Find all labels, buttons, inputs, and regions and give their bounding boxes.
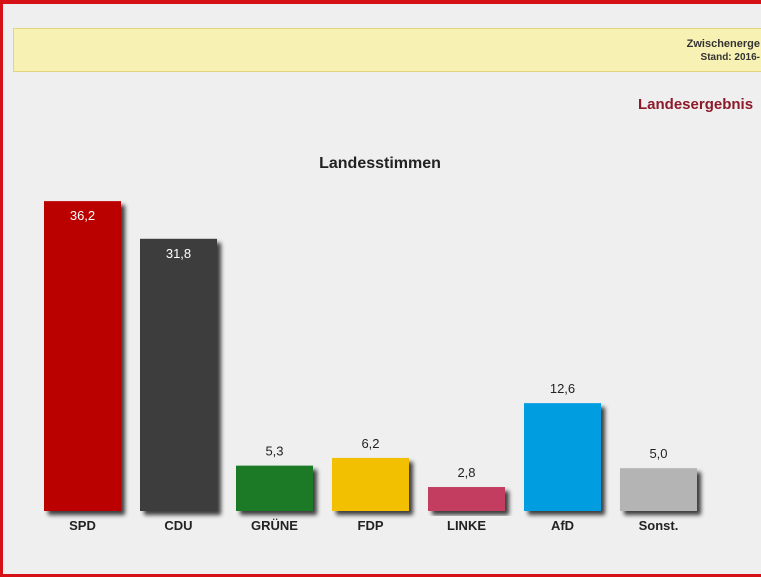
bar-spd bbox=[44, 201, 121, 512]
category-label-grne: GRÜNE bbox=[251, 518, 298, 533]
value-label-spd: 36,2 bbox=[70, 208, 95, 223]
bar-cdu bbox=[140, 238, 217, 512]
bar-grne bbox=[236, 465, 313, 511]
category-label-cdu: CDU bbox=[164, 518, 192, 533]
bar-fdp bbox=[332, 457, 409, 511]
value-label-fdp: 6,2 bbox=[361, 436, 379, 451]
value-label-grne: 5,3 bbox=[265, 444, 283, 459]
bar-afd bbox=[524, 403, 601, 511]
category-label-spd: SPD bbox=[69, 518, 96, 533]
category-label-afd: AfD bbox=[551, 518, 574, 533]
category-label-fdp: FDP bbox=[358, 518, 384, 533]
value-label-afd: 12,6 bbox=[550, 381, 575, 396]
region-title: Landesergebnis bbox=[638, 96, 754, 113]
bar-linke bbox=[428, 487, 505, 511]
category-label-linke: LINKE bbox=[447, 518, 486, 533]
notice-line-1: Zwischenerge bbox=[686, 38, 760, 50]
interim-result-notice: Zwischenerge Stand: 2016- bbox=[13, 28, 761, 72]
notice-line-2: Stand: 2016- bbox=[700, 52, 760, 63]
chart-title: Landesstimmen bbox=[319, 155, 441, 172]
category-label-sonst: Sonst. bbox=[639, 518, 679, 533]
value-label-linke: 2,8 bbox=[457, 465, 475, 480]
value-label-sonst: 5,0 bbox=[649, 446, 667, 461]
bar-sonst bbox=[620, 468, 697, 511]
value-label-cdu: 31,8 bbox=[166, 246, 191, 261]
bars-group: 36,2 SPD 31,8 CDU 5,3 GRÜNE 6,2 FDP 2,8 LINKE 12,6… bbox=[44, 201, 697, 533]
